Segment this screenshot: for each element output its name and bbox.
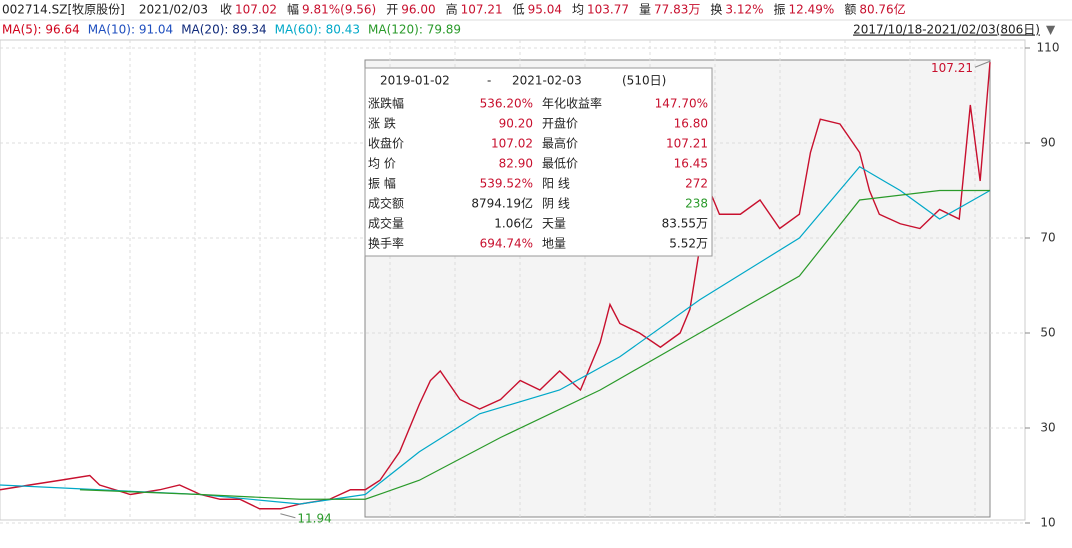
- ma-legend: MA(60): 80.43: [275, 23, 360, 37]
- field-value: 80.76亿: [859, 2, 905, 17]
- stock-code: 002714.SZ[牧原股份]: [2, 3, 125, 17]
- stat-label: 阴 线: [542, 197, 570, 211]
- field-label: 额: [844, 3, 856, 17]
- field-label: 均: [572, 3, 584, 17]
- stat-label: 阳 线: [542, 177, 570, 191]
- y-tick-label: 90: [1040, 136, 1055, 150]
- ma-legend: MA(5): 96.64: [2, 23, 80, 37]
- field-label: 换: [710, 3, 722, 17]
- y-tick-label: 110: [1037, 41, 1060, 55]
- annotation: 107.21: [931, 61, 973, 75]
- field-value: 107.21: [461, 3, 503, 17]
- ma-legend: MA(10): 91.04: [88, 23, 173, 37]
- y-tick-label: 70: [1040, 231, 1055, 245]
- price-line: [79, 189, 990, 500]
- days: (510日): [622, 74, 666, 88]
- field-value: 9.81%(9.56): [302, 3, 376, 17]
- field-label: 幅: [287, 2, 299, 17]
- field-value: 103.77: [587, 3, 629, 17]
- stat-value: 83.55万: [662, 217, 708, 231]
- y-tick-label: 30: [1040, 421, 1055, 435]
- field-value: 77.83万: [654, 3, 700, 17]
- stat-value: 1.06亿: [494, 216, 533, 231]
- field-label: 量: [639, 3, 651, 17]
- annotation-leader: [974, 60, 991, 68]
- stat-label: 开盘价: [542, 116, 578, 131]
- dash: -: [487, 74, 491, 88]
- field-label: 收: [220, 3, 232, 17]
- y-tick-label: 10: [1040, 516, 1055, 530]
- stat-label: 振 幅: [368, 176, 396, 191]
- stat-label: 成交额: [368, 196, 404, 211]
- stat-value: 82.90: [499, 157, 533, 171]
- date-input: 2019-01-02: [380, 74, 450, 88]
- stat-label: 地量: [542, 237, 566, 251]
- stat-value: 90.20: [499, 117, 533, 131]
- stat-label: 最低价: [542, 157, 578, 171]
- field-value: 95.04: [528, 3, 562, 17]
- stat-label: 最高价: [542, 136, 578, 151]
- field-label: 低: [513, 3, 525, 17]
- field-label: 开: [386, 3, 398, 17]
- y-tick-label: 50: [1040, 326, 1055, 340]
- date-range: 2017/10/18-2021/02/03(806日): [853, 23, 1040, 37]
- field-label: 高: [446, 2, 458, 17]
- stat-label: 收盘价: [368, 136, 404, 151]
- stat-value: 272: [685, 177, 708, 191]
- panel: [364, 67, 713, 257]
- price-line: [0, 165, 991, 505]
- field-value: 107.02: [235, 3, 277, 17]
- stat-value: 107.02: [491, 137, 533, 151]
- price-line: [0, 62, 991, 510]
- field-label: 振: [774, 3, 786, 17]
- field-value: 12.49%: [789, 3, 835, 17]
- annotation: 11.94: [297, 511, 331, 525]
- stat-value: 16.80: [674, 117, 708, 131]
- stat-value: 16.45: [674, 157, 708, 171]
- ma-legend: MA(20): 89.34: [181, 23, 266, 37]
- field-value: 3.12%: [725, 3, 763, 17]
- stat-label: 均 价: [368, 157, 396, 171]
- stat-label: 年化收益率: [542, 96, 602, 111]
- header-date: 2021/02/03: [139, 3, 208, 17]
- stat-value: 238: [685, 197, 708, 211]
- date-input: 2021-02-03: [512, 74, 582, 88]
- dropdown-arrow[interactable]: ▼: [1046, 23, 1056, 37]
- stat-label: 天量: [542, 217, 566, 231]
- stat-value: 8794.19亿: [471, 196, 533, 211]
- stat-value: 694.74%: [480, 237, 533, 251]
- field-value: 96.00: [401, 3, 435, 17]
- stat-label: 涨 跌: [368, 116, 396, 131]
- stat-value: 107.21: [666, 137, 708, 151]
- stat-label: 换手率: [368, 236, 404, 251]
- stat-value: 5.52万: [669, 237, 708, 251]
- stat-value: 147.70%: [655, 97, 708, 111]
- stat-label: 涨跌幅: [368, 96, 404, 111]
- stat-label: 成交量: [368, 216, 404, 231]
- stat-value: 539.52%: [480, 177, 533, 191]
- ma-legend: MA(120): 79.89: [368, 23, 461, 37]
- annotation-leader: [280, 513, 296, 519]
- stat-value: 536.20%: [480, 97, 533, 111]
